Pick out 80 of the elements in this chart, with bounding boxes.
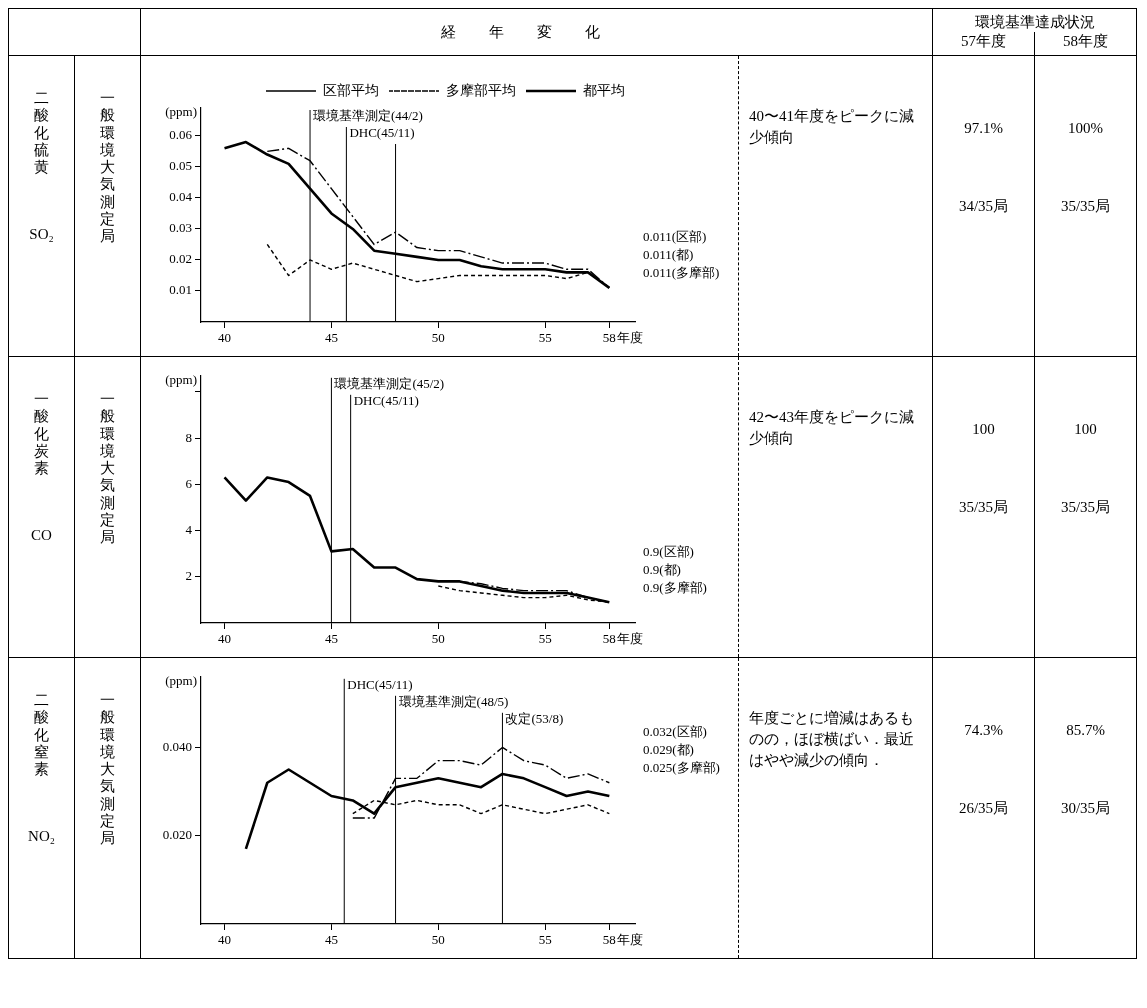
x-tick-label: 58 — [602, 329, 616, 345]
y-tick-label: 0.05 — [169, 158, 192, 174]
text: 一般環境大気測定局 — [100, 90, 115, 244]
x-tick-label: 58 — [602, 630, 616, 646]
text: 一酸化炭素 — [33, 391, 50, 478]
text: 100 — [971, 421, 996, 438]
x-tick-label: 58 — [602, 931, 616, 947]
text: 一般環境大気測定局 — [100, 391, 115, 545]
text: 74.3% — [963, 722, 1004, 739]
x-tick-label: 45 — [324, 329, 338, 345]
x-tick-label: 45 — [324, 931, 338, 947]
text: 0.9(多摩部) — [643, 579, 707, 595]
text: 0.032(区部) — [643, 724, 707, 740]
text: 26/35局 — [957, 799, 1010, 818]
y-tick-label: 8 — [185, 429, 192, 445]
x-tick-label: 50 — [431, 931, 445, 947]
y-tick-label: 0.06 — [169, 127, 193, 143]
x-tick-label: 45 — [324, 630, 338, 646]
text: 一般環境大気測定局 — [100, 692, 115, 846]
text: 二酸化硫黄 — [33, 90, 50, 177]
y-axis-title: (ppm) — [165, 371, 197, 387]
text: 0.025(多摩部) — [643, 760, 720, 776]
x-tick-label: 40 — [218, 329, 232, 345]
text: 34/35局 — [957, 197, 1010, 216]
text: 30/35局 — [1059, 799, 1112, 818]
x-axis-title: 年度 — [616, 931, 643, 947]
ref-line-label: 改定(53/8) — [505, 710, 564, 726]
legend-label: 区部平均 — [323, 82, 379, 98]
text: 97.1% — [963, 120, 1004, 137]
x-tick-label: 55 — [538, 329, 552, 345]
text: 100 — [1073, 421, 1098, 438]
ref-line-label: 環境基準測定(45/2) — [334, 375, 445, 391]
text: 0.011(多摩部) — [643, 265, 720, 281]
ref-line-label: DHC(45/11) — [347, 676, 413, 692]
x-tick-label: 50 — [431, 329, 445, 345]
text: 0.029(都) — [643, 742, 694, 758]
text: 二酸化窒素 — [33, 692, 50, 779]
x-axis-title: 年度 — [616, 329, 643, 345]
text: 0.9(都) — [643, 561, 681, 577]
y-tick-label: 0.04 — [169, 189, 193, 205]
text: 42〜43年度をピークに減少傾向 — [738, 356, 933, 658]
text: 0.9(区部) — [643, 543, 694, 559]
y-tick-label: 2 — [185, 568, 192, 584]
y-tick-label: 6 — [185, 475, 193, 491]
y-tick-label: 0.040 — [162, 738, 192, 754]
text: 0.011(区部) — [643, 229, 707, 245]
x-tick-label: 40 — [218, 630, 232, 646]
text: 85.7% — [1065, 722, 1106, 739]
x-tick-label: 55 — [538, 630, 552, 646]
text: 57年度 — [932, 32, 1035, 56]
y-tick-label: 0.02 — [169, 251, 192, 267]
text: 環境基準達成状況 — [932, 8, 1137, 32]
y-tick-label: 0.020 — [162, 827, 192, 843]
text: 35/35局 — [957, 498, 1010, 517]
y-tick-label: 0.01 — [169, 282, 192, 298]
legend-label: 多摩部平均 — [446, 82, 516, 98]
ref-line-label: 環境基準測定(48/5) — [398, 693, 509, 709]
x-tick-label: 55 — [538, 931, 552, 947]
text: 35/35局 — [1059, 197, 1112, 216]
text: 経年変化 — [140, 8, 933, 56]
ref-line-label: DHC(45/11) — [349, 124, 415, 140]
text: NO₂ — [27, 828, 56, 846]
ref-line-label: 環境基準測定(44/2) — [313, 107, 423, 123]
y-axis-title: (ppm) — [165, 672, 197, 688]
text: 100% — [1067, 120, 1104, 137]
y-axis-title: (ppm) — [165, 103, 197, 119]
y-tick-label: 0.03 — [169, 220, 192, 236]
text: 年度ごとに増減はあるものの，ほぼ横ばい．最近はやや減少の傾向． — [738, 657, 933, 959]
x-axis-title: 年度 — [616, 630, 643, 646]
text: SO₂ — [28, 226, 55, 244]
text: 40〜41年度をピークに減少傾向 — [738, 55, 933, 357]
y-tick-label: 4 — [185, 522, 193, 538]
ref-line-label: DHC(45/11) — [353, 392, 419, 408]
text: 35/35局 — [1059, 498, 1112, 517]
x-tick-label: 50 — [431, 630, 445, 646]
text: 58年度 — [1034, 32, 1137, 56]
text: CO — [30, 527, 53, 545]
x-tick-label: 40 — [218, 931, 232, 947]
legend-label: 都平均 — [583, 82, 625, 98]
text: 0.011(都) — [643, 247, 694, 263]
